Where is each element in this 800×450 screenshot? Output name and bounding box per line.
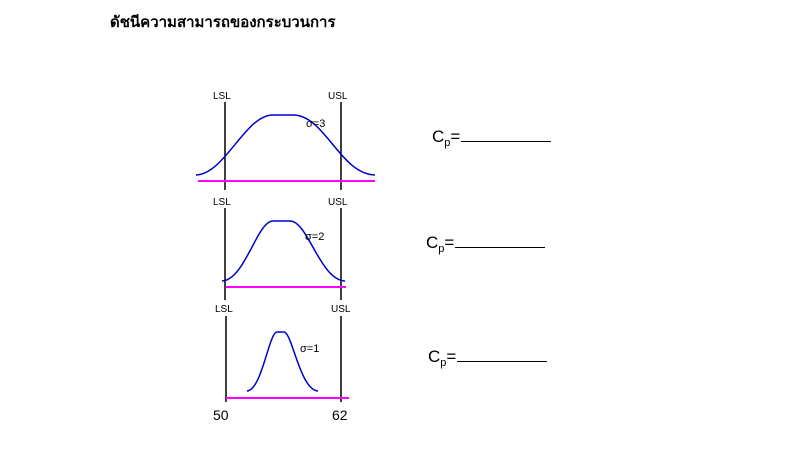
lsl-label: LSL	[215, 304, 233, 315]
lsl-label: LSL	[213, 197, 231, 208]
usl-label: USL	[331, 304, 351, 315]
slide-title: ดัชนีความสามารถของกระบวนการ	[110, 13, 336, 31]
cp-subscript: p	[440, 357, 447, 369]
cp-answer-blank	[461, 127, 552, 142]
distribution-curve	[246, 331, 319, 392]
panel-sigma-1: LSL USL σ=1	[215, 304, 351, 402]
sigma-label: σ=2	[305, 231, 324, 243]
cp-subscript: p	[444, 137, 451, 149]
usl-label: USL	[328, 91, 348, 102]
cp-answer-blank	[455, 233, 546, 248]
lsl-label: LSL	[213, 91, 231, 102]
cp-formula-sigma-2: Cp=	[426, 233, 546, 255]
cp-formula-sigma-3: Cp=	[432, 127, 552, 149]
cp-equals: =	[450, 127, 461, 146]
lsl-value: 50	[213, 407, 229, 423]
panel-sigma-2: LSL USL σ=2	[213, 197, 348, 300]
distribution-curve	[195, 114, 376, 176]
cp-symbol: C	[428, 347, 441, 366]
cp-symbol: C	[426, 233, 439, 252]
cp-answer-blank	[457, 347, 548, 362]
sigma-label: σ=1	[300, 343, 319, 355]
cp-formula-sigma-1: Cp=	[428, 347, 548, 369]
panel-sigma-3: LSL USL σ=3	[195, 91, 376, 190]
sigma-label: σ=3	[306, 118, 325, 130]
usl-label: USL	[328, 197, 348, 208]
cp-equals: =	[444, 233, 455, 252]
cp-symbol: C	[432, 127, 445, 146]
distribution-curve	[221, 220, 346, 282]
cp-subscript: p	[438, 243, 445, 255]
usl-value: 62	[332, 407, 348, 423]
cp-equals: =	[446, 347, 457, 366]
